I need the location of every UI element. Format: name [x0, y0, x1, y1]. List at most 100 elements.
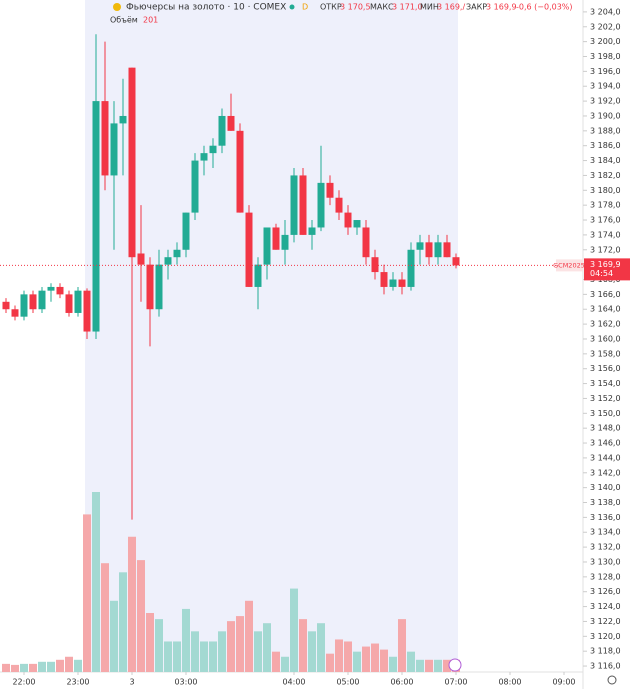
volume-bar	[281, 656, 289, 672]
status-flag: D	[302, 3, 308, 12]
y-tick-label: 3 144,0	[590, 453, 621, 462]
candle-body	[425, 242, 433, 258]
candle-body	[227, 115, 235, 131]
y-tick-label: 3 156,0	[590, 364, 621, 373]
volume-bar	[92, 492, 100, 672]
volume-bar	[380, 649, 388, 672]
volume-bar	[326, 653, 334, 672]
candle-body	[128, 67, 136, 258]
volume-bar	[191, 631, 199, 672]
volume-bar	[353, 651, 361, 672]
y-tick-label: 3 140,0	[590, 483, 621, 492]
y-tick-label: 3 126,0	[590, 587, 621, 596]
y-tick-label: 3 200,0	[590, 37, 621, 46]
candle-body	[155, 264, 163, 310]
candle-body	[56, 286, 64, 295]
candle-body	[20, 294, 28, 317]
open-value: 3 170,5	[340, 3, 371, 12]
candle-body	[389, 279, 397, 287]
open-label: ОТКР	[320, 3, 342, 12]
price-tag: 3 169,9	[590, 260, 621, 269]
candle-body	[83, 290, 91, 332]
volume-bar	[74, 659, 82, 672]
candle-body	[362, 227, 370, 258]
candle-body	[101, 101, 109, 176]
lightning-icon[interactable]	[448, 658, 462, 672]
y-tick-label: 3 134,0	[590, 528, 621, 537]
y-tick-label: 3 162,0	[590, 320, 621, 329]
volume-bar	[56, 659, 64, 672]
y-tick-label: 3 160,0	[590, 334, 621, 343]
volume-bar	[362, 646, 370, 672]
y-tick-label: 3 130,0	[590, 557, 621, 566]
volume-bar	[290, 588, 298, 672]
chart-title: Фьючерсы на золото · 10 · COMEX	[126, 3, 286, 13]
y-tick-label: 3 122,0	[590, 617, 621, 626]
change-value: -0,6 (−0,03%)	[516, 3, 573, 12]
volume-bar	[119, 572, 127, 672]
volume-bar	[425, 659, 433, 672]
candle-body	[272, 227, 280, 250]
candle-body	[263, 227, 271, 265]
y-tick-label: 3 128,0	[590, 572, 621, 581]
y-tick-label: 3 124,0	[590, 602, 621, 611]
volume-bar	[398, 619, 406, 672]
y-tick-label: 3 186,0	[590, 141, 621, 150]
x-tick-label: 23:00	[66, 678, 89, 687]
volume-bar	[227, 621, 235, 672]
candle-body	[380, 272, 388, 287]
volume-bar	[164, 641, 172, 672]
y-tick-label: 3 182,0	[590, 171, 621, 180]
volume-bar	[434, 659, 442, 672]
y-tick-label: 3 152,0	[590, 394, 621, 403]
volume-bar	[29, 663, 37, 672]
candle-body	[317, 182, 325, 228]
volume-bar	[128, 536, 136, 672]
candle-body	[11, 309, 19, 317]
high-label: МАКС	[370, 3, 394, 12]
y-tick-label: 3 172,0	[590, 245, 621, 254]
volume-bar	[38, 661, 46, 672]
y-tick-label: 3 180,0	[590, 186, 621, 195]
candle-body	[65, 294, 73, 313]
candle-body	[398, 279, 406, 287]
y-tick-label: 3 202,0	[590, 22, 621, 31]
settings-icon[interactable]	[607, 675, 617, 685]
y-tick-label: 3 132,0	[590, 543, 621, 552]
volume-bar	[416, 659, 424, 672]
candle-body	[281, 234, 289, 250]
y-tick-label: 3 118,0	[590, 647, 621, 656]
volume-bar	[389, 656, 397, 672]
y-tick-label: 3 138,0	[590, 498, 621, 507]
status-dot	[289, 4, 295, 10]
candle-body	[164, 257, 172, 265]
volume-bar	[308, 631, 316, 672]
candle-body	[29, 294, 37, 310]
marks	[2, 34, 460, 672]
y-tick-label: 3 154,0	[590, 379, 621, 388]
y-tick-label: 3 198,0	[590, 52, 621, 61]
candle-body	[353, 220, 361, 228]
y-tick-label: 3 174,0	[590, 230, 621, 239]
y-tick-label: 3 164,0	[590, 305, 621, 314]
volume-bar	[371, 643, 379, 672]
volume-bar	[317, 623, 325, 672]
x-tick-label: 06:00	[390, 678, 413, 687]
volume-bar	[20, 663, 28, 672]
candle-body	[191, 160, 199, 213]
x-tick-label: 09:00	[552, 678, 575, 687]
volume-bar	[209, 641, 217, 672]
candle-body	[407, 249, 415, 287]
candle-body	[182, 212, 190, 250]
y-tick-label: 3 190,0	[590, 111, 621, 120]
high-value: 3 171,0	[392, 3, 423, 12]
x-tick-label: 22:00	[12, 678, 35, 687]
x-tick-label: 08:00	[498, 678, 521, 687]
volume-bar	[146, 612, 154, 672]
volume-bar	[101, 563, 109, 672]
x-tick-label: 07:00	[444, 678, 467, 687]
y-tick-label: 3 142,0	[590, 468, 621, 477]
volume-bar	[344, 641, 352, 672]
volume-bar	[254, 631, 262, 672]
